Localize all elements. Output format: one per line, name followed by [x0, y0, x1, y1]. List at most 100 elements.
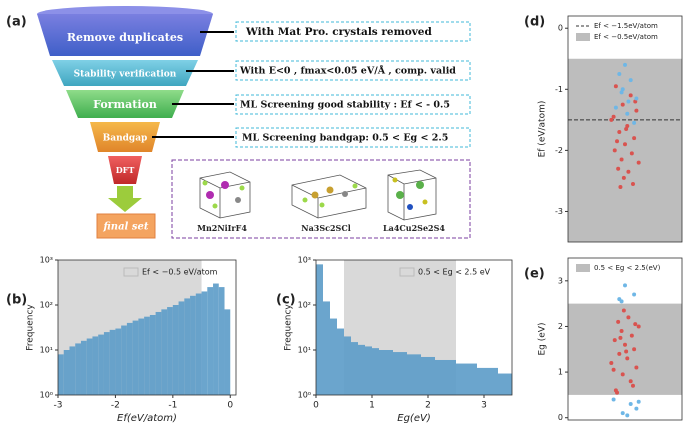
point	[623, 62, 627, 67]
bar	[92, 336, 99, 395]
structure-label: La4Cu2Se2S4	[383, 223, 445, 233]
note-box	[235, 21, 471, 42]
point	[625, 356, 630, 361]
funnel-stage	[108, 156, 142, 184]
point	[628, 402, 633, 407]
bar	[224, 309, 231, 395]
bar	[69, 346, 76, 395]
y-tick-label: 10³	[298, 256, 311, 265]
bar	[484, 367, 491, 395]
axes-frame	[567, 257, 683, 421]
bar	[132, 320, 139, 395]
funnel-stage	[66, 90, 184, 118]
bar	[86, 338, 93, 395]
bar	[201, 291, 208, 395]
y-tick-label: -2	[555, 146, 563, 155]
bar	[449, 359, 456, 395]
funnel-stage	[37, 14, 213, 56]
point	[630, 181, 635, 186]
point	[636, 399, 641, 404]
bar	[498, 373, 505, 395]
stage-label: Formation	[93, 98, 157, 111]
shaded-span	[568, 58, 682, 242]
y-tick-label: 10⁰	[298, 391, 311, 400]
note: ML Screening bandgap: 0.5 < Eg < 2.5	[242, 133, 448, 144]
bar	[184, 298, 191, 395]
y-axis-label: Frequency	[26, 304, 36, 351]
bar	[75, 343, 81, 395]
legend-swatch	[576, 33, 590, 41]
panel-label: (b)	[6, 293, 27, 308]
bar	[407, 354, 414, 395]
point	[619, 90, 624, 95]
y-axis-label: Eg (eV)	[538, 323, 548, 356]
point	[611, 114, 616, 119]
x-tick-label: -2	[111, 401, 120, 411]
bar	[323, 301, 330, 395]
point	[633, 99, 638, 104]
point	[611, 397, 616, 402]
point	[632, 136, 637, 141]
point	[612, 338, 617, 343]
structure-box	[171, 159, 471, 239]
x-tick-label: 1	[369, 401, 375, 411]
bar	[330, 318, 337, 395]
y-tick-label: 3	[558, 276, 563, 285]
bar	[155, 311, 162, 395]
panel-label: (e)	[524, 267, 545, 282]
bar	[63, 350, 70, 395]
bar	[98, 334, 104, 395]
final-box	[96, 213, 156, 239]
point	[634, 365, 639, 370]
point	[616, 319, 621, 324]
point	[617, 72, 622, 77]
stage-label: Stability verification	[74, 70, 177, 80]
point	[629, 333, 634, 338]
y-tick-label: 10¹	[40, 346, 53, 355]
point	[634, 96, 639, 101]
bar	[138, 318, 145, 395]
note: With Mat Pro. crystals removed	[245, 26, 432, 38]
y-axis-label: Ef (eV/atom)	[538, 101, 548, 158]
y-tick-label: 2	[558, 322, 563, 331]
point	[634, 108, 639, 113]
point	[619, 299, 624, 304]
bar	[379, 350, 386, 395]
unit-cell	[291, 174, 367, 219]
bar	[80, 340, 87, 395]
structure-label: Mn2NiIrF4	[197, 223, 247, 233]
point	[615, 139, 620, 144]
point	[621, 308, 626, 313]
x-axis-label: Ef(eV/atom)	[117, 413, 177, 424]
bar	[456, 363, 463, 395]
point	[620, 102, 625, 107]
point	[624, 127, 629, 131]
bar	[149, 314, 156, 395]
structures: Mn2NiIrF4 Na3Sc2SCl La4Cu2Se2S4	[171, 159, 471, 239]
stage-label: DFT	[116, 165, 135, 175]
point	[632, 292, 637, 297]
point	[624, 349, 629, 354]
point	[628, 93, 633, 98]
bar	[358, 344, 365, 395]
bar	[316, 264, 323, 395]
bar	[491, 367, 498, 395]
point	[636, 160, 641, 165]
point	[632, 347, 637, 352]
bar	[103, 332, 110, 395]
y-tick-label: 0	[558, 24, 563, 33]
bar	[126, 322, 133, 395]
x-tick-label: 0	[313, 401, 319, 411]
x-tick-label: -1	[168, 401, 177, 411]
panel-label: (c)	[276, 293, 296, 308]
point	[619, 157, 624, 162]
axes-frame	[315, 259, 513, 396]
bar	[442, 359, 449, 395]
point	[626, 315, 631, 320]
y-tick-label: 1	[558, 368, 563, 377]
bar	[470, 363, 477, 395]
bar	[477, 367, 484, 395]
bar	[463, 363, 470, 395]
point	[625, 111, 630, 116]
